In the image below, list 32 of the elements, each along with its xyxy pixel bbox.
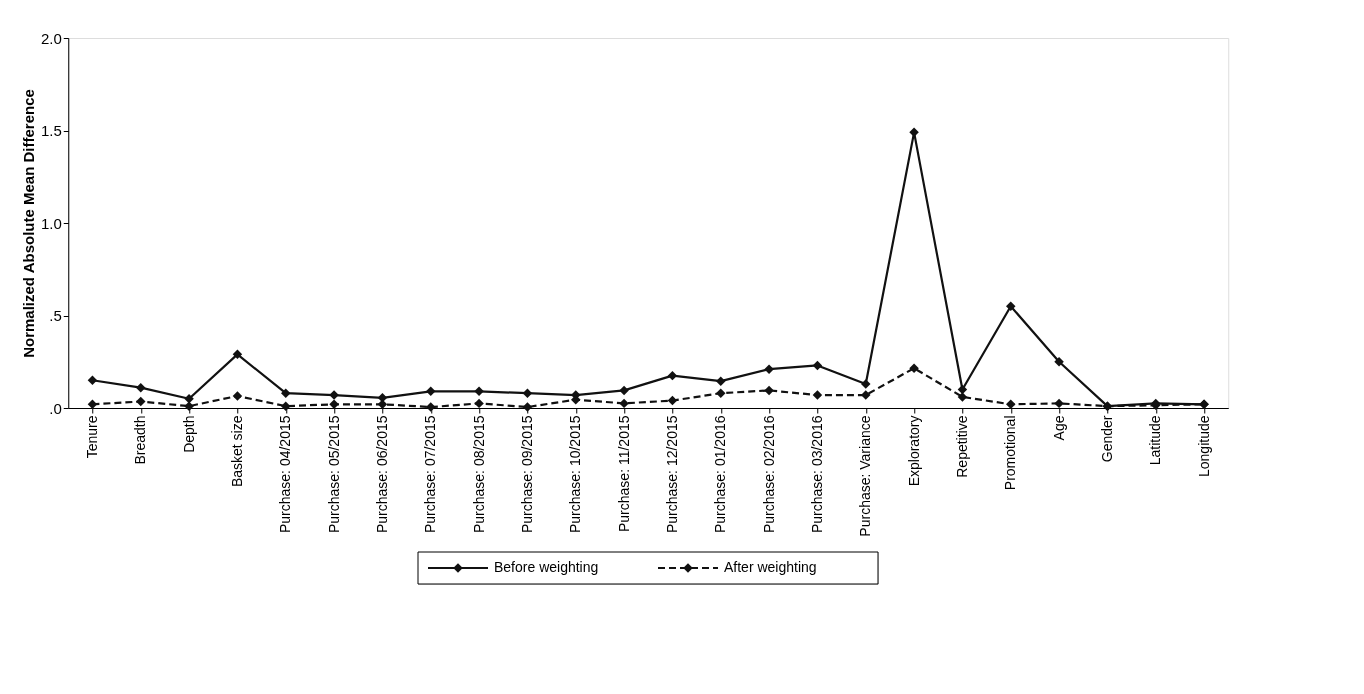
- x-tick-label: Purchase: Variance: [857, 415, 874, 537]
- x-tick-label: Exploratory: [905, 415, 922, 487]
- x-tick-label: Purchase: 07/2015: [422, 415, 439, 534]
- x-tick-label: Basket size: [228, 415, 245, 488]
- x-tick-label: Tenure: [83, 415, 100, 459]
- y-tick-label: 2.0: [40, 29, 62, 47]
- y-tick-label: 1.0: [40, 214, 62, 232]
- x-tick-label: Purchase: 04/2015: [277, 415, 294, 534]
- x-tick-label: Purchase: 08/2015: [470, 415, 487, 534]
- x-tick-label: Purchase: 06/2015: [373, 415, 390, 534]
- x-tick-label: Purchase: 02/2016: [760, 415, 777, 534]
- x-tick-label: Purchase: 09/2015: [518, 415, 535, 534]
- x-tick-label: Purchase: 10/2015: [567, 415, 584, 534]
- x-tick-label: Breadth: [132, 415, 149, 465]
- y-tick-label: 1.5: [40, 122, 62, 139]
- x-tick-label: Age: [1050, 415, 1067, 441]
- x-tick-label: Repetitive: [953, 415, 970, 478]
- x-tick-label: Depth: [180, 415, 197, 453]
- x-tick-label: Longitude: [1195, 415, 1212, 478]
- x-tick-label: Purchase: 11/2015: [615, 415, 632, 532]
- y-tick-label: .0: [49, 399, 62, 417]
- y-tick-label: .5: [49, 307, 62, 324]
- x-tick-label: Gender: [1098, 415, 1115, 463]
- y-axis-title: Normalized Absolute Mean Difference: [19, 89, 37, 358]
- legend-label: Before weighting: [494, 559, 599, 575]
- x-tick-label: Latitude: [1147, 415, 1164, 466]
- x-tick-label: Purchase: 03/2016: [808, 415, 825, 534]
- x-tick-label: Purchase: 12/2015: [663, 415, 680, 534]
- x-tick-label: Promotional: [1002, 415, 1019, 491]
- x-tick-label: Purchase: 01/2016: [712, 415, 729, 534]
- x-tick-label: Purchase: 05/2015: [325, 415, 342, 534]
- legend-label: After weighting: [724, 559, 817, 575]
